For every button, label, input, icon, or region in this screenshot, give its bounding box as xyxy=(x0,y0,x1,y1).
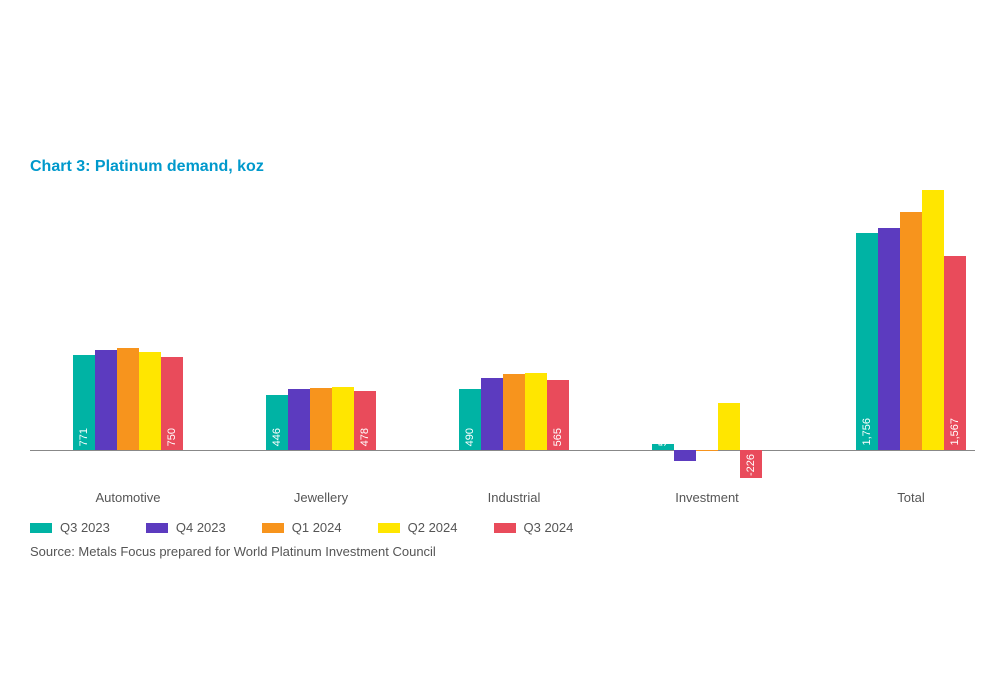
bar-total-q4_2023 xyxy=(878,228,900,450)
bar-investment-q1_2024 xyxy=(696,450,718,451)
category-label-automotive: Automotive xyxy=(95,490,160,505)
chart-legend: Q3 2023 Q4 2023 Q1 2024 Q2 2024 Q3 2024 xyxy=(30,520,573,535)
legend-item-q1_2024: Q1 2024 xyxy=(262,520,342,535)
bar-label-automotive-q3_2023: 771 xyxy=(78,428,90,446)
category-label-industrial: Industrial xyxy=(488,490,541,505)
bar-industrial-q1_2024 xyxy=(503,374,525,450)
legend-swatch-q1_2024 xyxy=(262,523,284,533)
bar-total-q3_2024: 1,567 xyxy=(944,256,966,450)
chart-source-text: Source: Metals Focus prepared for World … xyxy=(30,544,436,559)
bar-industrial-q4_2023 xyxy=(481,378,503,450)
legend-item-q2_2024: Q2 2024 xyxy=(378,520,458,535)
bar-investment-q2_2024 xyxy=(718,403,740,450)
legend-label-q1_2024: Q1 2024 xyxy=(292,520,342,535)
bar-label-jewellery-q3_2023: 446 xyxy=(271,428,283,446)
legend-swatch-q3_2024 xyxy=(494,523,516,533)
category-label-jewellery: Jewellery xyxy=(294,490,348,505)
bar-investment-q4_2023 xyxy=(674,450,696,461)
legend-swatch-q4_2023 xyxy=(146,523,168,533)
legend-label-q3_2023: Q3 2023 xyxy=(60,520,110,535)
x-axis-line xyxy=(30,450,975,451)
page: Chart 3: Platinum demand, koz 771 750 Auto… xyxy=(0,0,1000,675)
bar-total-q2_2024 xyxy=(922,190,944,450)
bar-label-industrial-q3_2024: 565 xyxy=(552,428,564,446)
category-label-investment: Investment xyxy=(675,490,739,505)
legend-swatch-q3_2023 xyxy=(30,523,52,533)
bar-automotive-q3_2023: 771 xyxy=(73,355,95,450)
legend-label-q3_2024: Q3 2024 xyxy=(524,520,574,535)
legend-label-q4_2023: Q4 2023 xyxy=(176,520,226,535)
bar-investment-q3_2024: -226 xyxy=(740,450,762,478)
chart-plot-area: 771750Automotive446478Jewellery490565Ind… xyxy=(30,190,975,450)
legend-item-q3_2024: Q3 2024 xyxy=(494,520,574,535)
category-label-total: Total xyxy=(897,490,924,505)
bar-industrial-q3_2023: 490 xyxy=(459,389,481,450)
legend-item-q4_2023: Q4 2023 xyxy=(146,520,226,535)
legend-label-q2_2024: Q2 2024 xyxy=(408,520,458,535)
bar-industrial-q2_2024 xyxy=(525,373,547,450)
bar-industrial-q3_2024: 565 xyxy=(547,380,569,450)
chart-title: Chart 3: Platinum demand, koz xyxy=(30,158,264,176)
bar-label-jewellery-q3_2024: 478 xyxy=(359,428,371,446)
bar-label-investment-q3_2024: -226 xyxy=(745,454,757,476)
bar-jewellery-q2_2024 xyxy=(332,387,354,450)
bar-automotive-q1_2024 xyxy=(117,348,139,450)
bar-label-total-q3_2023: 1,756 xyxy=(861,418,873,446)
bar-jewellery-q4_2023 xyxy=(288,389,310,450)
bar-jewellery-q3_2024: 478 xyxy=(354,391,376,450)
bar-label-automotive-q3_2024: 750 xyxy=(166,428,178,446)
bar-label-investment-q3_2023: 50 xyxy=(657,434,669,446)
bar-automotive-q2_2024 xyxy=(139,352,161,450)
bar-label-total-q3_2024: 1,567 xyxy=(949,418,961,446)
bar-investment-q3_2023: 50 xyxy=(652,444,674,450)
legend-item-q3_2023: Q3 2023 xyxy=(30,520,110,535)
bar-total-q1_2024 xyxy=(900,212,922,450)
bar-jewellery-q1_2024 xyxy=(310,388,332,450)
bar-label-industrial-q3_2023: 490 xyxy=(464,428,476,446)
bar-automotive-q3_2024: 750 xyxy=(161,357,183,450)
bar-automotive-q4_2023 xyxy=(95,350,117,450)
bar-jewellery-q3_2023: 446 xyxy=(266,395,288,450)
bar-total-q3_2023: 1,756 xyxy=(856,233,878,450)
legend-swatch-q2_2024 xyxy=(378,523,400,533)
